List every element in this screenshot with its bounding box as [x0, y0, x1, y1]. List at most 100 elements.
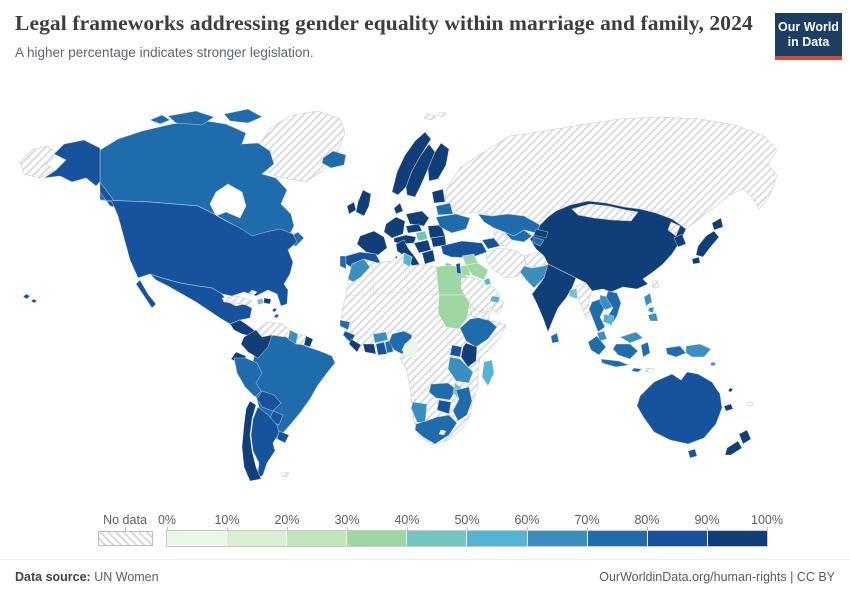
country-cuba[interactable]: [221, 295, 253, 306]
country-peru[interactable]: [233, 357, 263, 398]
country-germany[interactable]: [383, 216, 406, 239]
country-south-africa[interactable]: [414, 414, 458, 445]
country-kuwait[interactable]: [483, 277, 492, 286]
legend-bin-9[interactable]: [706, 531, 767, 546]
country-iran[interactable]: [485, 247, 527, 279]
country-uruguay[interactable]: [276, 430, 290, 444]
country-usa[interactable]: [99, 199, 298, 307]
country-venezuela[interactable]: [255, 321, 291, 338]
country-vanuatu[interactable]: [727, 387, 734, 393]
country-svalbard[interactable]: [423, 111, 447, 121]
country-colombia[interactable]: [240, 329, 273, 359]
country-solomon-islands[interactable]: [709, 361, 717, 367]
country-belarus[interactable]: [435, 202, 454, 216]
country-france[interactable]: [356, 230, 388, 256]
country-namibia[interactable]: [410, 401, 428, 425]
country-mexico[interactable]: [135, 273, 253, 325]
region-baltics[interactable]: [431, 188, 446, 204]
country-bangladesh[interactable]: [568, 287, 579, 300]
country-bahamas[interactable]: [248, 289, 258, 296]
country-papua-new-guinea[interactable]: [685, 343, 712, 358]
country-burkina-faso[interactable]: [372, 331, 389, 344]
country-uae[interactable]: [489, 295, 501, 304]
country-hungary[interactable]: [415, 230, 429, 242]
country-turkey[interactable]: [440, 240, 488, 259]
country-australia-tasmania[interactable]: [687, 448, 698, 459]
country-falkland-islands[interactable]: [280, 471, 290, 478]
country-ukraine[interactable]: [435, 213, 471, 234]
country-iraq[interactable]: [465, 262, 489, 281]
country-new-caledonia[interactable]: [723, 403, 734, 412]
country-israel[interactable]: [455, 262, 462, 275]
country-argentina[interactable]: [250, 406, 280, 480]
country-russia-wrap[interactable]: [19, 145, 59, 179]
country-mozambique[interactable]: [452, 386, 473, 422]
country-ireland[interactable]: [346, 201, 357, 215]
country-senegal[interactable]: [339, 319, 351, 331]
region-lesser-antilles[interactable]: [271, 307, 280, 319]
legend-bin-6[interactable]: [526, 531, 587, 546]
country-japan[interactable]: [691, 217, 724, 265]
country-lesotho[interactable]: [438, 429, 447, 436]
legend-bin-8[interactable]: [646, 531, 707, 546]
region-czechia-slovakia[interactable]: [405, 223, 423, 234]
country-mongolia[interactable]: [571, 203, 639, 222]
country-madagascar[interactable]: [481, 359, 495, 387]
country-haiti[interactable]: [256, 297, 265, 306]
country-cameroon[interactable]: [401, 336, 419, 359]
country-dominican-republic[interactable]: [263, 297, 272, 305]
country-portugal[interactable]: [339, 255, 347, 270]
country-indonesia[interactable]: [587, 335, 687, 373]
legend-bin-2[interactable]: [286, 531, 347, 546]
owid-link[interactable]: OurWorldinData.org/human-rights: [599, 570, 787, 584]
country-united-kingdom[interactable]: [355, 189, 372, 217]
legend-bin-3[interactable]: [346, 531, 407, 546]
country-iceland[interactable]: [321, 150, 347, 169]
country-tunisia[interactable]: [402, 252, 413, 268]
country-finland[interactable]: [427, 142, 450, 182]
country-denmark[interactable]: [393, 202, 404, 215]
country-yemen[interactable]: [469, 306, 493, 321]
country-greece[interactable]: [421, 249, 436, 265]
region-balkans[interactable]: [413, 239, 432, 254]
region-caucasus[interactable]: [481, 237, 501, 250]
country-north-korea[interactable]: [667, 221, 681, 237]
country-poland[interactable]: [405, 210, 430, 227]
country-usa-alaska[interactable]: [43, 139, 119, 209]
country-sri-lanka[interactable]: [550, 332, 560, 344]
country-norway[interactable]: [391, 131, 432, 196]
country-taiwan[interactable]: [651, 279, 660, 289]
country-tanzania[interactable]: [447, 356, 474, 384]
legend-bin-0[interactable]: [167, 531, 227, 546]
region-sierra-leone-liberia[interactable]: [348, 338, 362, 353]
country-uganda[interactable]: [449, 344, 463, 358]
legend-bin-5[interactable]: [466, 531, 527, 546]
country-philippines[interactable]: [643, 292, 659, 322]
country-chile[interactable]: [241, 400, 262, 482]
country-timor-leste[interactable]: [644, 367, 656, 374]
legend-bin-1[interactable]: [226, 531, 287, 546]
country-south-korea[interactable]: [673, 233, 687, 248]
country-ethiopia[interactable]: [459, 316, 498, 348]
country-australia[interactable]: [636, 371, 723, 445]
country-canada[interactable]: [99, 119, 305, 253]
legend-bin-4[interactable]: [406, 531, 467, 546]
legend-bin-7[interactable]: [586, 531, 647, 546]
country-malaysia[interactable]: [596, 330, 644, 344]
country-cote-divoire[interactable]: [362, 343, 377, 355]
country-french-guiana[interactable]: [303, 335, 314, 348]
country-cambodia[interactable]: [602, 313, 615, 326]
country-kazakhstan[interactable]: [477, 213, 541, 237]
country-ghana[interactable]: [375, 341, 388, 356]
legend-no-data-swatch[interactable]: [98, 531, 153, 546]
country-myanmar[interactable]: [575, 282, 593, 319]
country-canada-arctic-islands[interactable]: [149, 108, 263, 126]
country-morocco[interactable]: [347, 258, 371, 283]
country-new-zealand[interactable]: [724, 429, 752, 456]
country-zimbabwe[interactable]: [436, 399, 452, 415]
country-india[interactable]: [531, 263, 577, 333]
country-fiji[interactable]: [746, 401, 754, 407]
country-greenland[interactable]: [257, 110, 346, 183]
country-kyrgyzstan[interactable]: [533, 228, 549, 239]
country-zambia[interactable]: [428, 382, 457, 401]
